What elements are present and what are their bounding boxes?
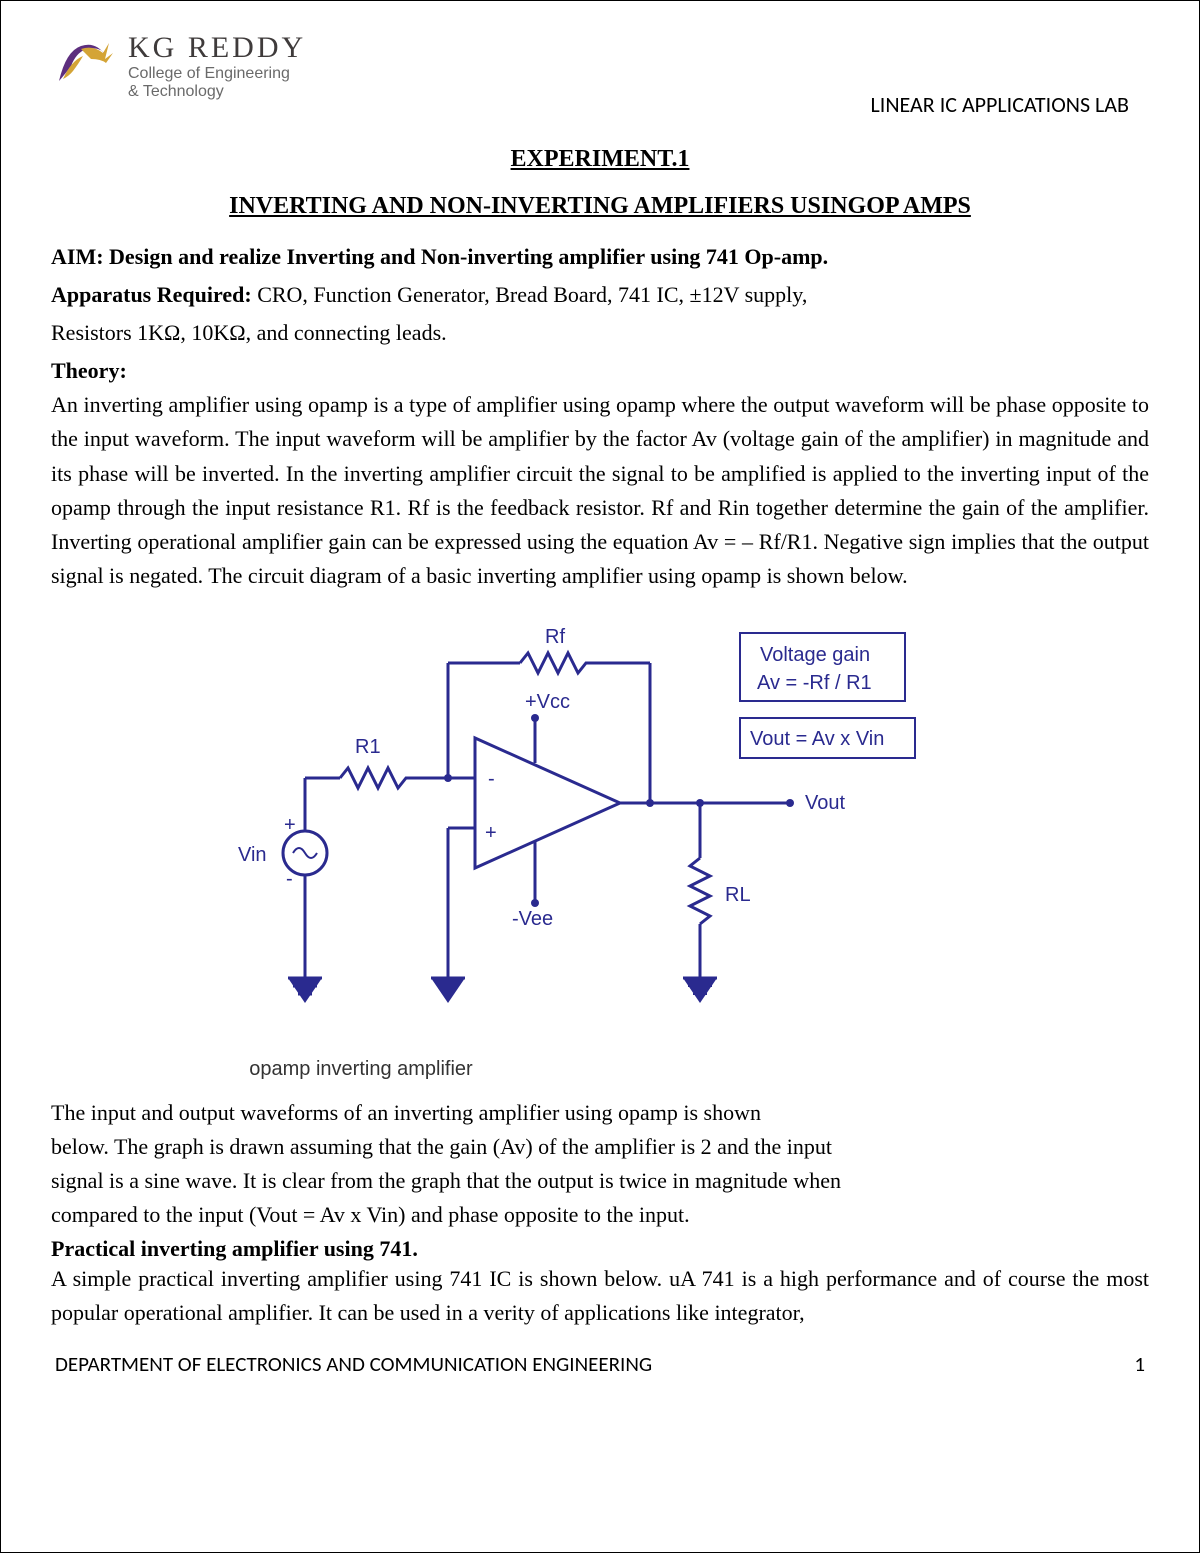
ground-icon [288, 978, 322, 1003]
formula1-line1: Voltage gain [760, 644, 870, 666]
practical-heading: Practical inverting amplifier using 741. [51, 1236, 1149, 1262]
apparatus-text-1: CRO, Function Generator, Bread Board, 74… [257, 282, 807, 307]
vout-label: Vout [805, 792, 845, 814]
rf-resistor-icon [520, 653, 596, 673]
vee-label: -Vee [512, 908, 553, 930]
formula2-text: Vout = Av x Vin [750, 728, 884, 750]
waveform-line-1: The input and output waveforms of an inv… [51, 1096, 1149, 1130]
footer-page-number: 1 [1134, 1351, 1145, 1377]
src-plus-label: + [284, 814, 296, 836]
experiment-number: EXPERIMENT.1 [51, 146, 1149, 173]
experiment-title: INVERTING AND NON-INVERTING AMPLIFIERS U… [51, 193, 1149, 220]
theory-text: An inverting amplifier using opamp is a … [51, 388, 1149, 593]
apparatus-line-2: Resistors 1KΩ, 10KΩ, and connecting lead… [51, 316, 1149, 350]
main-content: AIM: Design and realize Inverting and No… [51, 240, 1149, 593]
page-footer: DEPARTMENT OF ELECTRONICS AND COMMUNICAT… [51, 1351, 1149, 1377]
footer-dept: DEPARTMENT OF ELECTRONICS AND COMMUNICAT… [55, 1351, 652, 1377]
college-name: KG REDDY [128, 31, 306, 65]
lab-title: LINEAR IC APPLICATIONS LAB [871, 91, 1129, 118]
rl-resistor-icon [690, 858, 710, 924]
waveform-line-4: compared to the input (Vout = Av x Vin) … [51, 1198, 1149, 1232]
college-subline-2: & Technology [128, 83, 306, 101]
circuit-diagram: + - Vin R1 - + +Vcc -Vee [230, 623, 970, 1053]
rf-label: Rf [545, 626, 565, 648]
src-minus-label: - [286, 868, 293, 890]
waveform-paragraph: The input and output waveforms of an inv… [51, 1096, 1149, 1232]
rl-label: RL [725, 884, 751, 906]
aim-line: AIM: Design and realize Inverting and No… [51, 240, 1149, 274]
r1-label: R1 [355, 736, 381, 758]
ground-icon [431, 978, 465, 1003]
logo-text-block: KG REDDY College of Engineering & Techno… [128, 31, 306, 101]
theory-heading: Theory: [51, 354, 1149, 388]
logo-block: KG REDDY College of Engineering & Techno… [51, 31, 871, 101]
formula1-line2: Av = -Rf / R1 [757, 672, 872, 694]
r1-resistor-icon [340, 768, 416, 788]
sine-wave-icon [293, 848, 317, 858]
vcc-label: +Vcc [525, 691, 570, 713]
college-logo-icon [51, 31, 116, 91]
circuit-caption: opamp inverting amplifier [51, 1058, 551, 1081]
apparatus-line-1: Apparatus Required: CRO, Function Genera… [51, 278, 1149, 312]
page-header: KG REDDY College of Engineering & Techno… [51, 31, 1149, 118]
inv-label: - [488, 768, 495, 790]
noninv-label: + [485, 822, 497, 844]
college-subline-1: College of Engineering [128, 65, 306, 83]
waveform-line-2: below. The graph is drawn assuming that … [51, 1130, 1149, 1164]
opamp-triangle-icon [475, 738, 620, 868]
circuit-diagram-container: + - Vin R1 - + +Vcc -Vee [51, 623, 1149, 1053]
practical-text: A simple practical inverting amplifier u… [51, 1262, 1149, 1330]
vin-label: Vin [238, 844, 267, 866]
aim-text: Design and realize Inverting and Non-inv… [109, 244, 828, 269]
ground-icon [683, 978, 717, 1003]
waveform-line-3: signal is a sine wave. It is clear from … [51, 1164, 1149, 1198]
aim-label: AIM: [51, 244, 109, 269]
apparatus-label: Apparatus Required: [51, 282, 257, 307]
